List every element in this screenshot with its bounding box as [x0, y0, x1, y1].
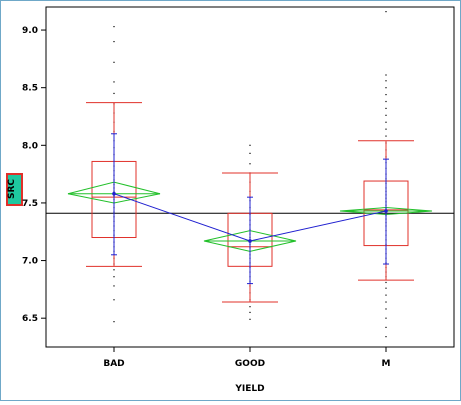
x-tick-label: M [382, 359, 391, 369]
data-point [385, 287, 387, 289]
data-point [385, 11, 387, 13]
data-point [113, 61, 115, 63]
mean-point [384, 209, 388, 213]
legend-color-marker [6, 173, 23, 206]
x-axis-label: YIELD [234, 384, 264, 394]
data-point [249, 311, 251, 314]
data-point [385, 326, 387, 329]
data-point [249, 306, 251, 308]
data-point [385, 301, 387, 303]
data-point [113, 81, 115, 83]
data-point [385, 135, 387, 137]
data-point [385, 107, 387, 110]
mean-point [248, 239, 252, 243]
data-point [385, 121, 387, 123]
data-point [385, 294, 387, 296]
data-point [385, 128, 387, 130]
data-point [113, 92, 115, 95]
y-tick-label: 9.0 [22, 26, 38, 36]
data-point [249, 152, 251, 154]
y-tick-label: 8.5 [22, 84, 38, 94]
mean-point [112, 191, 116, 196]
data-point [113, 40, 115, 43]
data-point [385, 80, 387, 82]
data-point [113, 321, 115, 323]
y-tick-label: 6.5 [22, 314, 38, 324]
data-point [249, 318, 251, 320]
data-point [385, 93, 387, 96]
y-axis: 6.5 7.0 7.5 8.0 8.5 9.0 [22, 26, 46, 324]
data-point [385, 74, 387, 76]
data-point [385, 100, 387, 103]
data-point [113, 285, 115, 287]
data-point [249, 163, 251, 165]
y-tick-label: 7.0 [22, 257, 38, 267]
y-tick-label: 8.0 [22, 141, 38, 151]
y-axis-label: SRC [7, 179, 17, 199]
mean-diamonds [67, 133, 433, 285]
data-point [385, 317, 387, 319]
data-point [113, 299, 115, 301]
y-tick-label: 7.5 [22, 199, 38, 209]
data-point [385, 281, 387, 284]
x-axis: BAD GOOD M [103, 347, 391, 369]
data-point [113, 25, 115, 28]
data-point [385, 308, 387, 310]
data-point [113, 276, 115, 278]
data-point [113, 269, 115, 271]
data-point [385, 336, 387, 338]
data-point [385, 87, 387, 89]
x-tick-label: BAD [103, 359, 124, 369]
x-tick-label: GOOD [235, 359, 265, 369]
data-point [385, 114, 387, 116]
data-point [249, 144, 251, 146]
